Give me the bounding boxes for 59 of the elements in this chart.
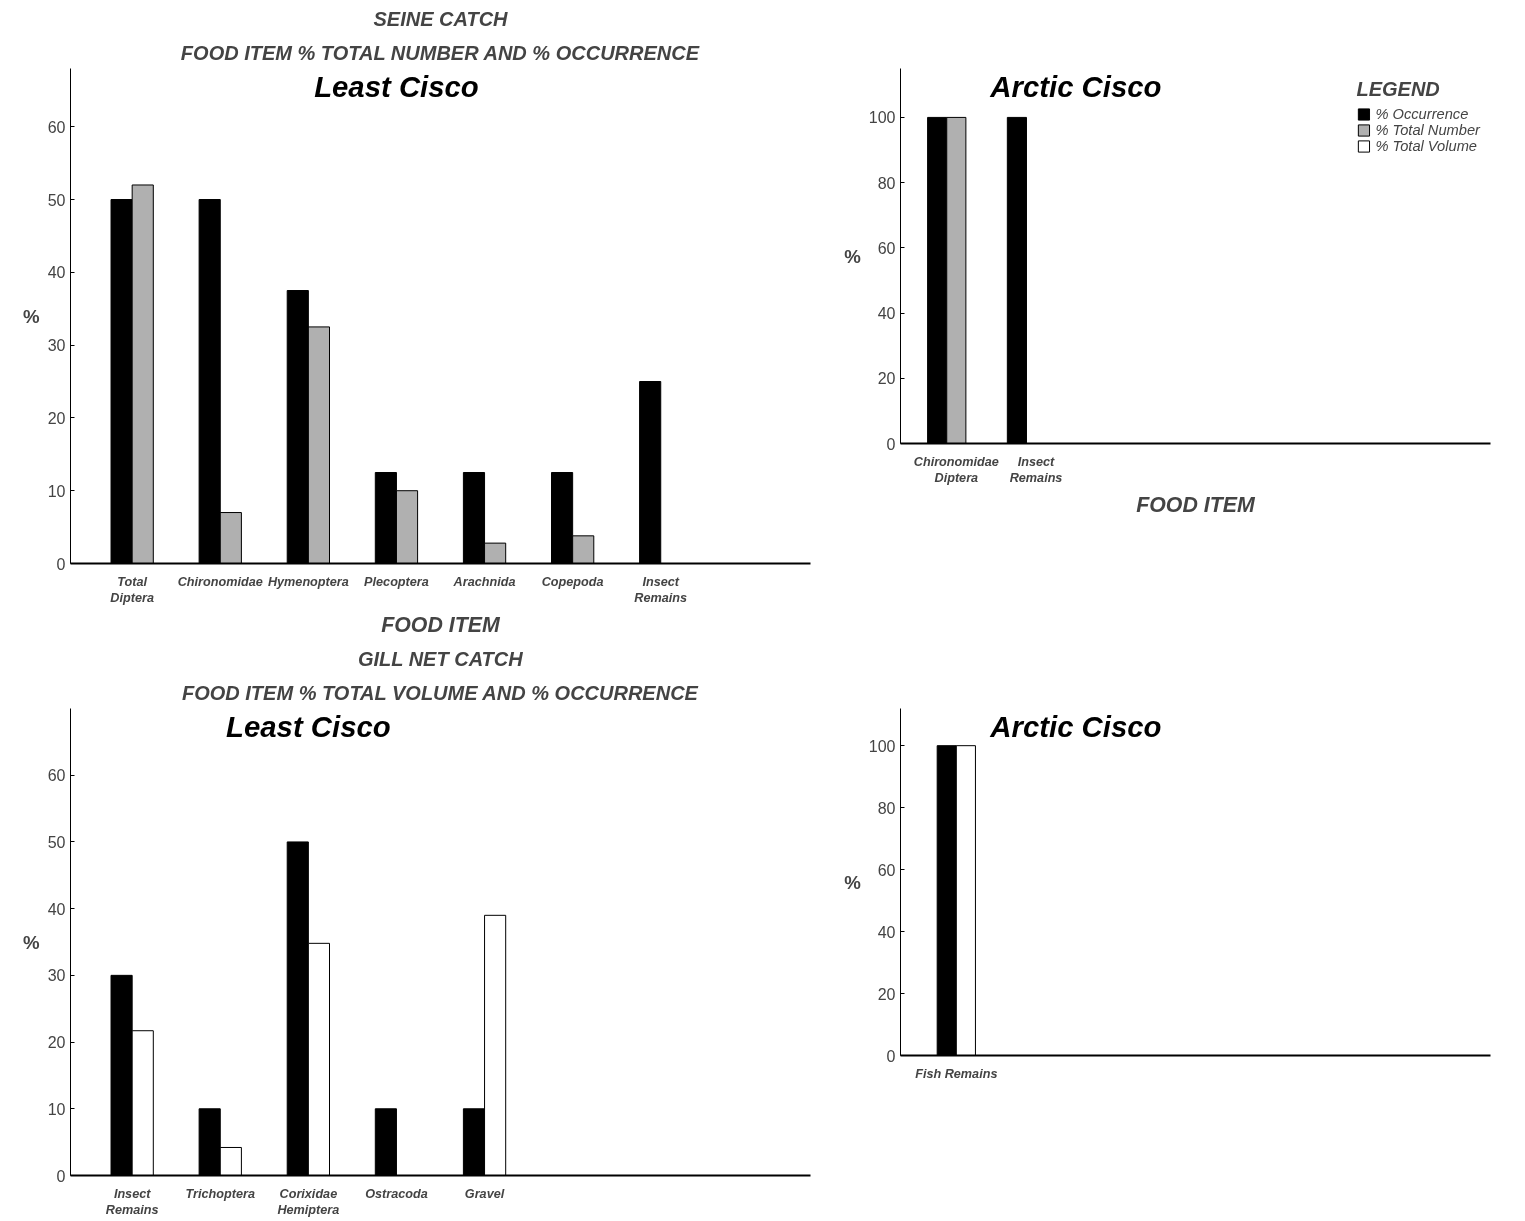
y-axis-title: % <box>23 305 41 327</box>
y-tick-label: 20 <box>877 985 896 1003</box>
y-tick-label: 10 <box>47 1100 66 1118</box>
y-axis-title: % <box>844 245 862 267</box>
y-tick-label: 50 <box>47 191 66 209</box>
x-tick-label: Insect Remains <box>105 1186 159 1218</box>
y-tick-label: 100 <box>868 109 896 127</box>
x-axis-title: FOOD ITEM <box>1136 493 1256 518</box>
x-tick-label: Total Diptera <box>110 574 154 606</box>
legend-label: % Total Volume <box>1375 138 1478 154</box>
text: Arctic Cisco <box>989 709 1162 743</box>
legend-title: LEGEND <box>1356 78 1441 101</box>
y-tick-label: 0 <box>886 435 896 453</box>
y-tick-label: 40 <box>877 923 896 941</box>
y-tick-label: 60 <box>47 118 66 136</box>
y-tick-label: 20 <box>47 409 66 427</box>
y-tick-label: 60 <box>877 861 896 879</box>
y-tick-label: 60 <box>877 239 896 257</box>
x-tick-label: Fish Remains <box>915 1066 998 1081</box>
y-tick-label: 0 <box>56 555 66 573</box>
y-tick-label: 50 <box>47 833 66 851</box>
x-tick-label: Hymenoptera <box>267 574 349 589</box>
x-tick-label: Trichoptera <box>185 1186 255 1201</box>
x-tick-label: Corixidae Hemiptera <box>277 1186 340 1218</box>
x-tick-label: Insect Remains <box>634 574 688 606</box>
y-tick-label: 0 <box>56 1167 66 1185</box>
legend-label: % Total Number <box>1375 122 1480 138</box>
y-axis-title: % <box>844 871 862 893</box>
y-tick-label: 60 <box>47 767 66 785</box>
y-tick-label: 80 <box>877 799 896 817</box>
y-tick-label: 20 <box>877 370 896 388</box>
legend-label: % Occurrence <box>1375 106 1469 122</box>
y-tick-label: 40 <box>877 305 896 323</box>
x-tick-label: Insect Remains <box>1009 454 1063 486</box>
y-tick-label: 20 <box>47 1034 66 1052</box>
chart-title: Least Cisco <box>314 69 479 103</box>
y-tick-label: 0 <box>886 1047 896 1065</box>
text: GILL NET CATCH <box>357 647 524 670</box>
chart-title: Arctic Cisco <box>989 69 1162 103</box>
chart-title: Least Cisco <box>226 709 391 743</box>
text: FOOD ITEM % TOTAL VOLUME AND % OCCURRENCE <box>181 681 699 704</box>
y-tick-label: 30 <box>47 337 66 355</box>
x-tick-label: Copepoda <box>541 574 604 589</box>
y-tick-label: 100 <box>868 737 896 755</box>
x-tick-label: Plecoptera <box>364 574 429 589</box>
x-tick-label: Chironomidae <box>177 574 263 589</box>
y-tick-label: 40 <box>47 900 66 918</box>
x-tick-label: Chironomidae Diptera <box>913 454 999 486</box>
y-tick-label: 40 <box>47 264 66 282</box>
x-tick-label: Arachnida <box>452 574 516 589</box>
x-tick-label: Ostracoda <box>365 1186 428 1201</box>
y-axis-title: % <box>23 931 41 953</box>
text: FOOD ITEM % TOTAL NUMBER AND % OCCURRENCE <box>180 41 700 64</box>
y-tick-label: 30 <box>47 967 66 985</box>
x-tick-label: Gravel <box>464 1186 505 1201</box>
y-tick-label: 10 <box>47 482 66 500</box>
x-axis-title: FOOD ITEM <box>381 613 501 638</box>
y-tick-label: 80 <box>877 174 896 192</box>
text: SEINE CATCH <box>373 7 509 30</box>
